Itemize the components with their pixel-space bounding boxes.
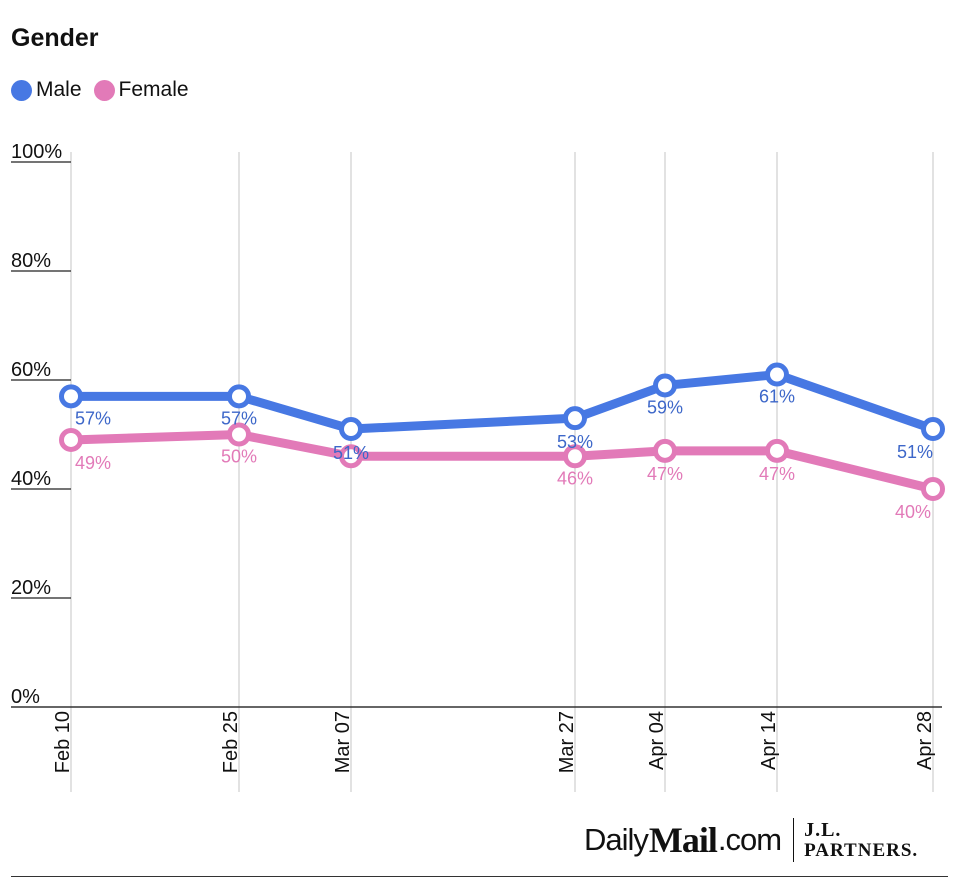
point-female-4 xyxy=(653,438,677,463)
ytick-label-3: 60% xyxy=(11,359,51,381)
data-label-male-0: 57% xyxy=(75,408,111,428)
daily-mail-logo-daily: Daily xyxy=(584,822,649,857)
legend-swatch-female xyxy=(93,79,115,101)
series-line-female xyxy=(66,430,938,494)
legend: Male Female xyxy=(11,78,201,102)
legend-swatch-male xyxy=(11,79,32,101)
point-female-6 xyxy=(921,477,945,501)
data-label-female-3: 46% xyxy=(557,468,593,488)
data-label-female-1: 50% xyxy=(221,447,257,467)
xtick-label-5: Apr 14 xyxy=(758,711,780,770)
legend-label-female: Female xyxy=(118,78,189,101)
point-female-3 xyxy=(563,444,587,469)
chart-title: Gender xyxy=(11,24,99,52)
xtick-label-0: Feb 10 xyxy=(52,711,74,773)
series-line-male xyxy=(66,370,938,434)
point-male-1 xyxy=(227,384,251,409)
data-label-male-1: 57% xyxy=(221,408,257,428)
xtick-label-2: Mar 07 xyxy=(332,711,354,773)
data-label-male-6: 51% xyxy=(897,442,933,462)
data-label-female-5: 47% xyxy=(759,464,795,484)
point-female-1 xyxy=(227,422,251,447)
logo-divider xyxy=(793,818,795,862)
ytick-label-5: 100% xyxy=(11,141,62,163)
point-male-3 xyxy=(563,406,587,431)
data-label-female-6: 40% xyxy=(895,502,931,522)
ytick-label-1: 20% xyxy=(11,577,51,599)
data-label-male-4: 59% xyxy=(647,397,683,417)
data-label-female-4: 47% xyxy=(647,464,683,484)
xtick-label-3: Mar 27 xyxy=(556,711,578,773)
ytick-label-2: 40% xyxy=(11,468,51,490)
xtick-label-1: Feb 25 xyxy=(220,711,242,773)
publisher-logos: Daily Mail .com J.L. PARTNERS. xyxy=(584,818,918,862)
xtick-label-6: Apr 28 xyxy=(914,711,936,770)
data-label-male-5: 61% xyxy=(759,387,795,407)
jl-partners-logo-bottom: PARTNERS. xyxy=(804,839,919,861)
point-female-0 xyxy=(59,427,83,452)
point-male-2 xyxy=(339,417,363,442)
daily-mail-logo-mail: Mail xyxy=(648,820,718,860)
point-male-0 xyxy=(59,384,83,409)
legend-label-male: Male xyxy=(36,78,82,101)
bottom-rule xyxy=(11,876,948,877)
point-male-4 xyxy=(653,373,677,398)
legend-item-female: Female xyxy=(93,78,189,102)
jl-partners-logo-top: J.L. xyxy=(804,818,842,841)
point-female-5 xyxy=(765,438,789,463)
data-label-male-2: 51% xyxy=(333,443,369,463)
data-label-female-0: 49% xyxy=(75,453,111,473)
ytick-label-0: 0% xyxy=(11,686,40,708)
daily-mail-logo-com: .com xyxy=(717,822,782,857)
point-male-6 xyxy=(921,417,945,442)
data-label-male-3: 53% xyxy=(557,432,593,452)
point-male-5 xyxy=(765,362,789,387)
xtick-label-4: Apr 04 xyxy=(646,711,668,770)
point-female-2 xyxy=(339,444,363,469)
legend-item-male: Male xyxy=(11,78,82,102)
jl-partners-logo: J.L. PARTNERS. xyxy=(804,818,919,861)
ytick-label-4: 80% xyxy=(11,250,51,272)
